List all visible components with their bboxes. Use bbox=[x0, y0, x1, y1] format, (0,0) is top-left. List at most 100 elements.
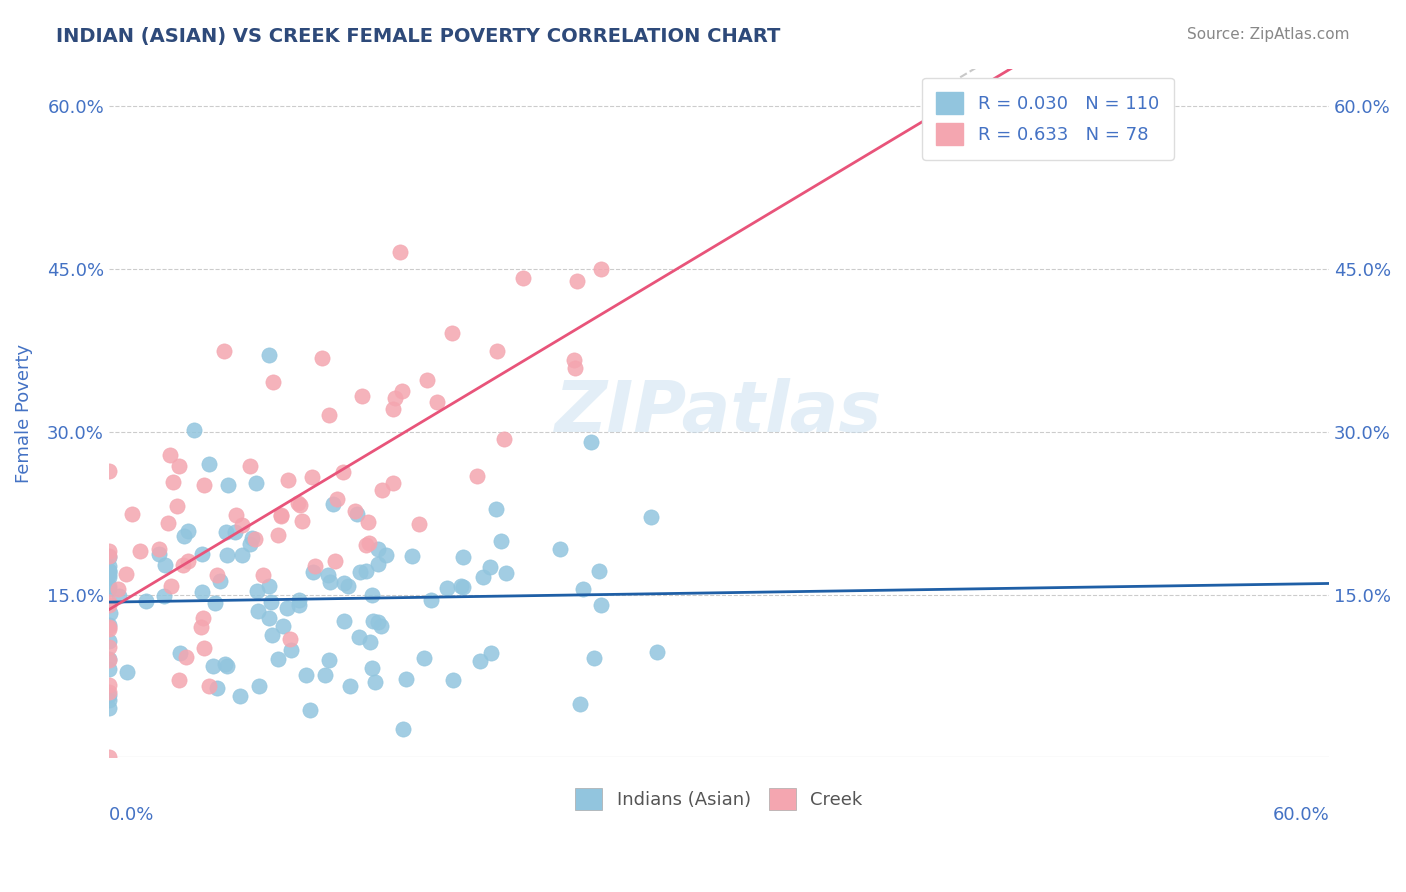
Point bbox=[97, 582, 120, 597]
Text: Source: ZipAtlas.com: Source: ZipAtlas.com bbox=[1187, 27, 1350, 42]
Point bbox=[159, 448, 181, 462]
Point bbox=[359, 634, 381, 648]
Point bbox=[287, 593, 309, 607]
Point bbox=[647, 645, 669, 659]
Text: ZIPatlas: ZIPatlas bbox=[555, 378, 883, 448]
Point bbox=[97, 651, 120, 665]
Point bbox=[167, 459, 190, 474]
Point bbox=[280, 643, 302, 657]
Point bbox=[291, 514, 314, 528]
Point bbox=[413, 650, 436, 665]
Point bbox=[97, 618, 120, 632]
Point bbox=[259, 348, 281, 362]
Point bbox=[344, 504, 367, 518]
Point bbox=[97, 750, 120, 764]
Point bbox=[97, 685, 120, 699]
Point bbox=[367, 615, 389, 629]
Point bbox=[212, 343, 235, 358]
Point bbox=[479, 646, 502, 660]
Point bbox=[115, 665, 138, 679]
Point bbox=[214, 657, 236, 672]
Y-axis label: Female Poverty: Female Poverty bbox=[15, 343, 32, 483]
Point bbox=[97, 567, 120, 582]
Point bbox=[408, 516, 430, 531]
Point bbox=[215, 658, 238, 673]
Point bbox=[579, 435, 602, 450]
Point bbox=[225, 508, 247, 523]
Point bbox=[97, 579, 120, 593]
Point bbox=[97, 653, 120, 667]
Point bbox=[97, 678, 120, 692]
Text: 0.0%: 0.0% bbox=[108, 805, 155, 823]
Point bbox=[176, 554, 198, 568]
Point bbox=[367, 542, 389, 557]
Point bbox=[492, 432, 515, 446]
Point bbox=[381, 401, 404, 416]
Point bbox=[356, 565, 378, 579]
Point bbox=[231, 548, 253, 562]
Point bbox=[419, 593, 441, 607]
Point bbox=[401, 549, 423, 563]
Point bbox=[97, 688, 120, 702]
Point bbox=[166, 499, 188, 513]
Point bbox=[198, 679, 221, 693]
Point bbox=[465, 469, 488, 483]
Point bbox=[159, 579, 181, 593]
Point bbox=[174, 649, 197, 664]
Point bbox=[415, 373, 437, 387]
Point bbox=[262, 375, 284, 389]
Point bbox=[270, 508, 292, 523]
Point bbox=[316, 567, 339, 582]
Point bbox=[191, 547, 214, 561]
Point bbox=[198, 457, 221, 471]
Point bbox=[451, 550, 474, 565]
Point bbox=[128, 543, 150, 558]
Point bbox=[326, 491, 349, 506]
Point bbox=[97, 640, 120, 654]
Point bbox=[349, 565, 371, 579]
Point bbox=[217, 478, 239, 492]
Point bbox=[440, 326, 463, 340]
Point bbox=[381, 475, 404, 490]
Point bbox=[205, 567, 228, 582]
Point bbox=[582, 651, 605, 665]
Point bbox=[267, 652, 290, 666]
Point bbox=[97, 564, 120, 578]
Point bbox=[471, 570, 494, 584]
Point bbox=[395, 672, 418, 686]
Point bbox=[468, 654, 491, 668]
Point bbox=[156, 516, 179, 531]
Point bbox=[97, 570, 120, 584]
Point bbox=[591, 598, 613, 612]
Point bbox=[375, 549, 398, 563]
Point bbox=[346, 507, 368, 521]
Point bbox=[183, 423, 205, 437]
Point bbox=[267, 528, 290, 542]
Point bbox=[97, 544, 120, 558]
Point bbox=[571, 582, 593, 596]
Point bbox=[245, 475, 267, 490]
Point bbox=[204, 596, 226, 610]
Point bbox=[224, 525, 246, 540]
Point bbox=[153, 589, 176, 603]
Point bbox=[240, 531, 263, 545]
Point bbox=[441, 673, 464, 687]
Point bbox=[121, 507, 143, 521]
Point bbox=[640, 509, 662, 524]
Point bbox=[167, 673, 190, 688]
Point bbox=[589, 261, 612, 276]
Point bbox=[135, 594, 157, 608]
Point bbox=[388, 244, 411, 259]
Point bbox=[304, 559, 326, 574]
Point bbox=[489, 533, 512, 548]
Point bbox=[495, 566, 517, 580]
Point bbox=[288, 499, 311, 513]
Point bbox=[361, 614, 384, 628]
Point bbox=[97, 662, 120, 676]
Text: INDIAN (ASIAN) VS CREEK FEMALE POVERTY CORRELATION CHART: INDIAN (ASIAN) VS CREEK FEMALE POVERTY C… bbox=[56, 27, 780, 45]
Point bbox=[359, 536, 381, 550]
Point bbox=[238, 537, 260, 551]
Point bbox=[565, 273, 588, 287]
Point bbox=[287, 496, 309, 510]
Point bbox=[360, 661, 382, 675]
